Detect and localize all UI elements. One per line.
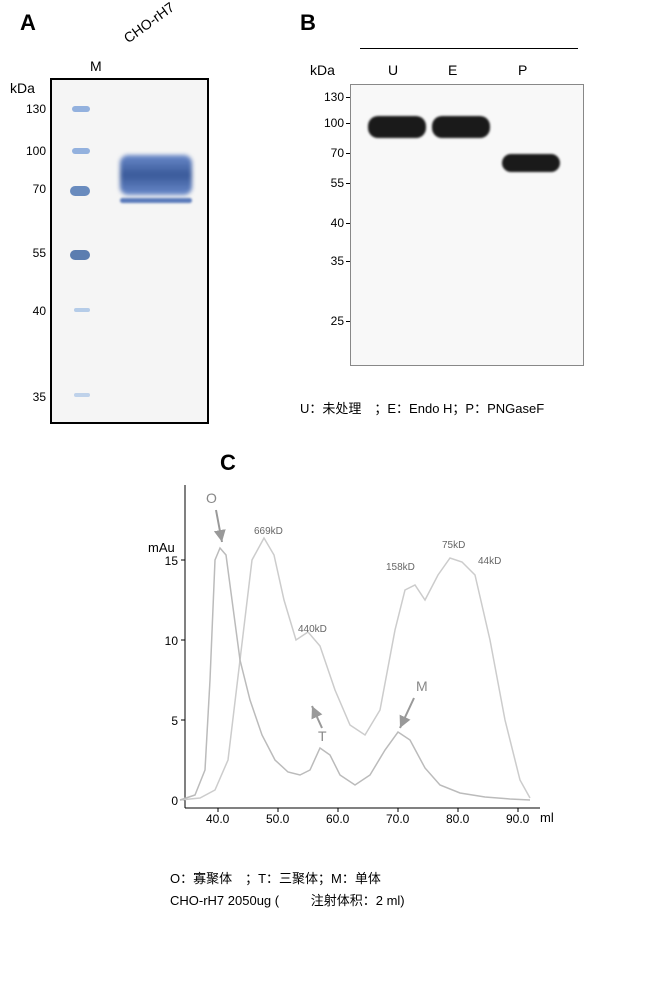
arrow-t: T (318, 728, 327, 744)
mw-label: 669kD (254, 526, 283, 537)
xtick: 90.0 (506, 812, 529, 826)
xtick: 40.0 (206, 812, 229, 826)
mw-label: 440kD (298, 624, 327, 635)
arrow-o: O (206, 490, 217, 506)
x-unit: ml (540, 810, 554, 825)
ytick: 10 (156, 634, 178, 648)
ytick: 15 (156, 554, 178, 568)
ytick: 0 (156, 794, 178, 808)
xtick: 60.0 (326, 812, 349, 826)
ytick: 5 (156, 714, 178, 728)
mw-label: 158kD (386, 562, 415, 573)
panel-c-caption2: CHO-rH7 2050ug ( 注射体积：2 ml) (170, 890, 405, 909)
mw-label: 75kD (442, 540, 465, 551)
caption2-a: CHO-rH7 2050ug ( (170, 893, 279, 908)
xtick: 80.0 (446, 812, 469, 826)
xtick: 50.0 (266, 812, 289, 826)
mw-label: 44kD (478, 556, 501, 567)
caption2-b: 注射体积：2 ml) (311, 893, 405, 908)
xtick: 70.0 (386, 812, 409, 826)
panel-c-caption1: O：寡聚体 ；T：三聚体；M：单体 (170, 868, 381, 887)
panel-c-chart (0, 0, 656, 850)
arrow-m: M (416, 678, 428, 694)
